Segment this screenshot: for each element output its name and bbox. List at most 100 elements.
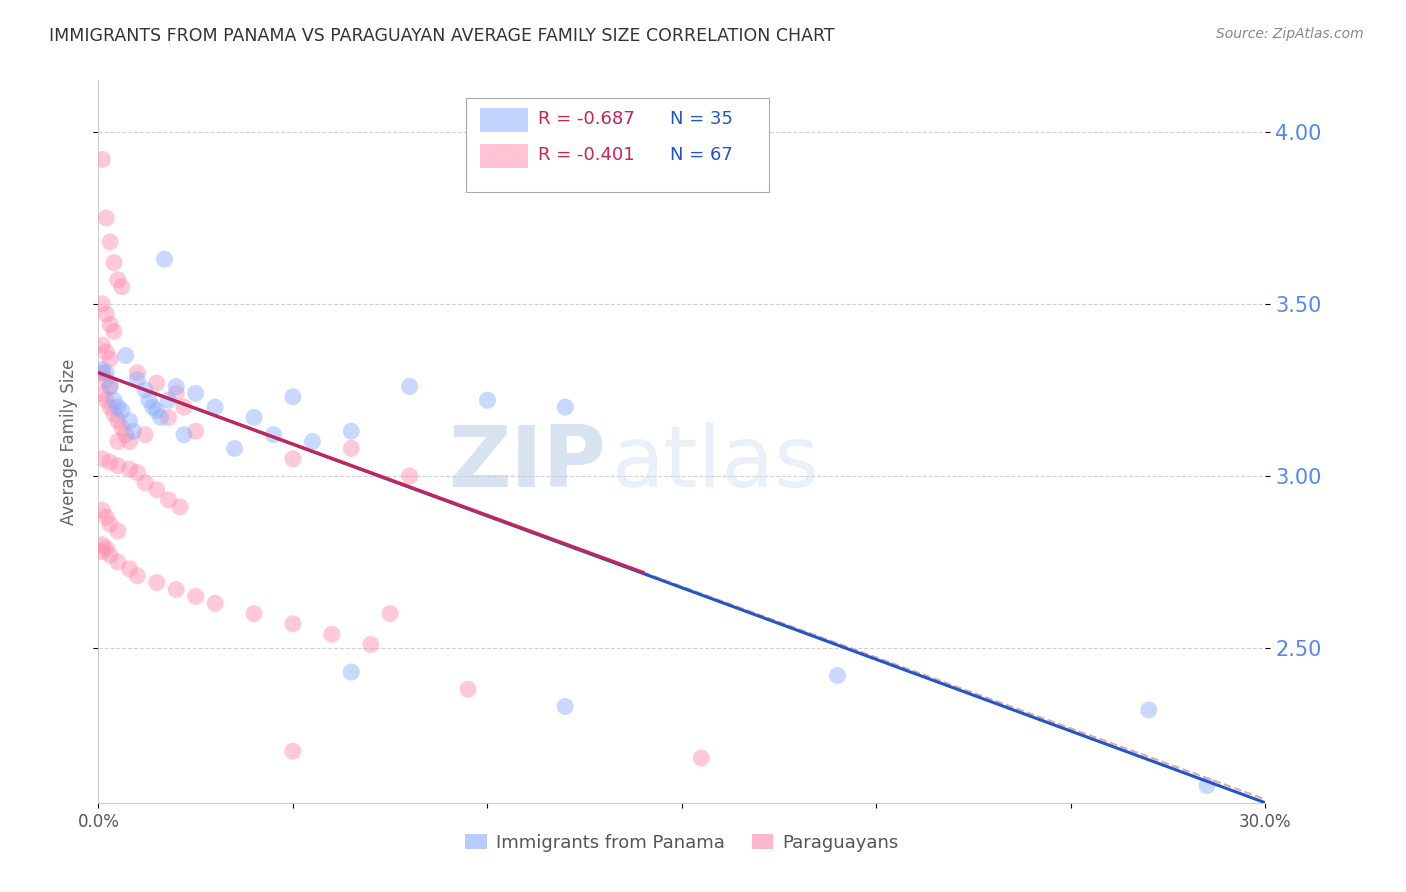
Point — [165, 379, 187, 393]
Point — [91, 544, 114, 558]
Point — [146, 376, 169, 390]
Point — [134, 427, 156, 442]
Point — [149, 410, 172, 425]
Point — [96, 366, 118, 380]
Point — [398, 379, 420, 393]
Point — [173, 427, 195, 442]
Point — [204, 596, 226, 610]
Point — [142, 400, 165, 414]
FancyBboxPatch shape — [479, 108, 527, 131]
Point — [134, 475, 156, 490]
Point — [281, 616, 304, 631]
Point — [301, 434, 323, 449]
Point — [118, 462, 141, 476]
Point — [380, 607, 402, 621]
Point — [1195, 779, 1218, 793]
Point — [184, 386, 207, 401]
Point — [127, 568, 149, 582]
Point — [107, 414, 129, 428]
Point — [114, 349, 136, 363]
Point — [96, 307, 118, 321]
FancyBboxPatch shape — [465, 98, 769, 193]
Text: R = -0.401: R = -0.401 — [538, 145, 636, 164]
Point — [98, 351, 121, 366]
Point — [103, 325, 125, 339]
Point — [165, 386, 187, 401]
Point — [118, 414, 141, 428]
Point — [107, 400, 129, 414]
Point — [91, 386, 114, 401]
Point — [91, 297, 114, 311]
Legend: Immigrants from Panama, Paraguayans: Immigrants from Panama, Paraguayans — [458, 826, 905, 859]
Point — [157, 410, 180, 425]
Point — [122, 424, 145, 438]
Text: atlas: atlas — [612, 422, 820, 505]
Point — [321, 627, 343, 641]
Text: ZIP: ZIP — [449, 422, 606, 505]
Point — [243, 607, 266, 621]
Point — [184, 424, 207, 438]
Text: N = 67: N = 67 — [671, 145, 733, 164]
Point — [91, 538, 114, 552]
Point — [96, 373, 118, 387]
Point — [204, 400, 226, 414]
Point — [103, 393, 125, 408]
Text: Source: ZipAtlas.com: Source: ZipAtlas.com — [1216, 27, 1364, 41]
Point — [281, 390, 304, 404]
Point — [340, 442, 363, 456]
Point — [398, 469, 420, 483]
Point — [98, 235, 121, 249]
Point — [477, 393, 499, 408]
Point — [146, 575, 169, 590]
Point — [146, 483, 169, 497]
Point — [107, 434, 129, 449]
Point — [111, 403, 134, 417]
Point — [224, 442, 246, 456]
Point — [262, 427, 284, 442]
Point — [96, 211, 118, 225]
Point — [98, 455, 121, 469]
Point — [111, 421, 134, 435]
Y-axis label: Average Family Size: Average Family Size — [59, 359, 77, 524]
Point — [127, 373, 149, 387]
Point — [96, 393, 118, 408]
Point — [96, 510, 118, 524]
Point — [98, 548, 121, 562]
Point — [107, 555, 129, 569]
Point — [103, 407, 125, 421]
Point — [114, 427, 136, 442]
Point — [281, 744, 304, 758]
Point — [107, 273, 129, 287]
Point — [91, 451, 114, 466]
Point — [165, 582, 187, 597]
Text: N = 35: N = 35 — [671, 110, 734, 128]
Point — [243, 410, 266, 425]
Point — [157, 393, 180, 408]
Point — [103, 255, 125, 269]
Point — [98, 379, 121, 393]
Point — [554, 400, 576, 414]
Point — [111, 279, 134, 293]
Text: IMMIGRANTS FROM PANAMA VS PARAGUAYAN AVERAGE FAMILY SIZE CORRELATION CHART: IMMIGRANTS FROM PANAMA VS PARAGUAYAN AVE… — [49, 27, 835, 45]
Point — [91, 366, 114, 380]
Point — [98, 318, 121, 332]
Point — [360, 638, 382, 652]
Point — [118, 434, 141, 449]
Point — [827, 668, 849, 682]
Point — [281, 451, 304, 466]
Point — [91, 362, 114, 376]
Point — [91, 503, 114, 517]
Point — [457, 682, 479, 697]
Point — [98, 379, 121, 393]
Point — [107, 458, 129, 473]
Point — [1137, 703, 1160, 717]
Text: R = -0.687: R = -0.687 — [538, 110, 636, 128]
Point — [127, 366, 149, 380]
FancyBboxPatch shape — [479, 144, 527, 167]
Point — [91, 338, 114, 352]
Point — [340, 665, 363, 679]
Point — [98, 517, 121, 532]
Point — [98, 400, 121, 414]
Point — [96, 541, 118, 556]
Point — [153, 252, 176, 267]
